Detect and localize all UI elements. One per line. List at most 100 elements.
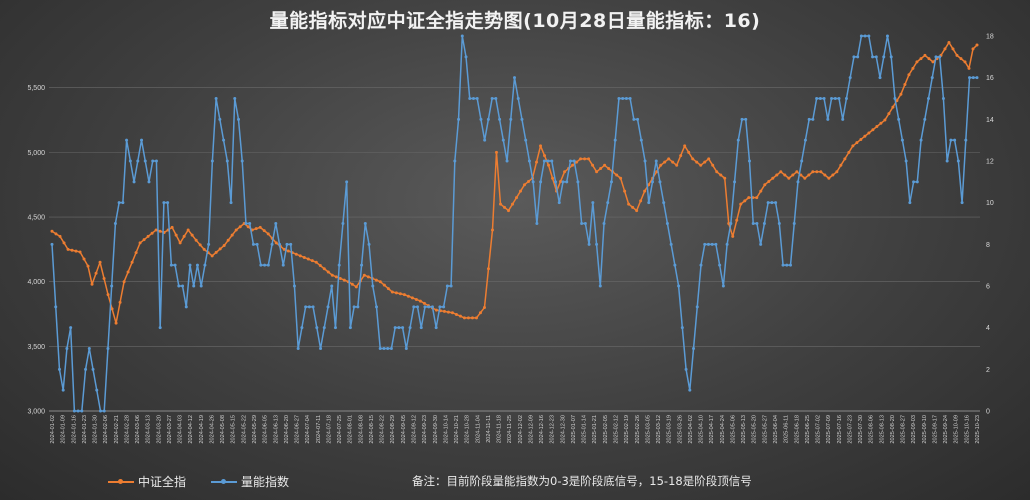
series-point-0: [883, 118, 887, 122]
x-tick-label: 2024-04-26: [209, 415, 215, 444]
series-point-0: [891, 105, 895, 109]
series-point-0: [715, 170, 719, 174]
series-point-1: [781, 263, 785, 267]
series-point-1: [606, 201, 610, 205]
series-point-0: [210, 254, 214, 258]
series-point-0: [927, 57, 931, 61]
series-point-1: [919, 138, 923, 142]
series-point-0: [218, 247, 222, 251]
series-point-0: [414, 297, 418, 301]
series-point-0: [450, 311, 454, 315]
series-point-1: [91, 367, 95, 371]
x-tick-label: 2025-06-04: [773, 415, 779, 444]
x-tick-label: 2025-01-21: [592, 415, 598, 444]
series-point-1: [244, 222, 248, 225]
series-point-0: [318, 264, 322, 268]
series-point-0: [342, 278, 346, 282]
series-point-1: [281, 263, 285, 267]
legend-item-csi-all[interactable]: 中证全指: [108, 473, 186, 490]
legend-item-volume-index[interactable]: 量能指数: [211, 473, 289, 490]
series-point-1: [490, 97, 494, 100]
series-point-1: [360, 263, 364, 267]
series-point-0: [118, 300, 122, 304]
series-point-1: [356, 305, 360, 309]
series-point-1: [169, 263, 173, 267]
series-point-1: [859, 34, 863, 38]
series-point-1: [501, 138, 505, 142]
series-point-1: [602, 222, 606, 225]
series-point-1: [975, 76, 979, 80]
series-point-0: [779, 170, 783, 174]
series-point-1: [389, 347, 393, 350]
series-point-1: [162, 201, 166, 205]
series-point-1: [956, 159, 960, 163]
series-point-1: [195, 263, 199, 267]
series-point-1: [166, 201, 170, 205]
series-point-1: [897, 117, 901, 121]
x-tick-label: 2025-01-07: [571, 415, 577, 444]
y-tick-label: 4,000: [27, 279, 45, 286]
series-point-0: [887, 112, 891, 116]
series-point-1: [550, 159, 554, 163]
series-point-0: [402, 293, 406, 297]
series-point-0: [198, 243, 202, 247]
series-point-1: [874, 55, 878, 59]
series-point-1: [371, 284, 375, 288]
series-point-0: [795, 170, 799, 174]
series-point-1: [658, 180, 662, 184]
series-point-1: [173, 263, 177, 267]
series-point-1: [404, 347, 408, 350]
series-point-1: [938, 55, 942, 59]
series-point-1: [900, 138, 904, 142]
x-tick-label: 2024-04-19: [199, 415, 205, 444]
series-point-0: [731, 234, 735, 238]
series-point-1: [80, 409, 84, 413]
series-point-0: [723, 176, 727, 180]
series-point-0: [663, 160, 667, 164]
legend-label-csi-all: 中证全指: [138, 475, 187, 489]
x-tick-label: 2025-07-02: [816, 415, 822, 444]
series-point-1: [654, 159, 658, 163]
series-point-0: [254, 227, 258, 231]
series-point-0: [515, 196, 518, 200]
x-tick-label: 2024-08-08: [358, 415, 364, 444]
x-tick-label: 2025-04-02: [688, 415, 694, 444]
x-tick-label: 2025-03-26: [677, 415, 683, 444]
series-point-1: [225, 159, 229, 163]
series-point-0: [875, 125, 879, 129]
series-point-0: [847, 150, 851, 154]
series-point-0: [486, 267, 490, 271]
series-point-0: [571, 163, 575, 167]
series-point-0: [186, 228, 190, 232]
series-point-1: [136, 159, 140, 163]
series-point-0: [54, 232, 58, 236]
series-point-0: [234, 228, 238, 232]
series-point-1: [397, 326, 401, 330]
x-tick-label: 2024-02-21: [114, 415, 120, 444]
series-point-1: [434, 326, 438, 330]
series-point-1: [57, 367, 61, 371]
series-point-0: [543, 154, 547, 158]
series-point-1: [345, 180, 349, 184]
series-point-0: [66, 247, 70, 251]
series-point-1: [568, 159, 572, 163]
series-point-0: [599, 167, 603, 171]
series-point-0: [687, 150, 691, 154]
series-point-1: [852, 55, 856, 59]
y2-tick-label: 4: [986, 325, 990, 332]
series-point-0: [535, 160, 539, 164]
series-point-1: [427, 305, 431, 309]
series-point-1: [621, 97, 625, 100]
series-point-1: [248, 222, 252, 225]
series-point-1: [382, 347, 386, 350]
series-point-1: [498, 117, 502, 121]
series-point-1: [102, 409, 106, 413]
series-point-1: [337, 263, 341, 267]
series-point-1: [893, 97, 897, 100]
series-point-1: [54, 305, 58, 309]
x-tick-label: 2025-04-24: [720, 415, 726, 444]
series-point-0: [294, 252, 298, 256]
series-point-1: [766, 201, 770, 205]
x-tick-label: 2024-07-11: [316, 415, 322, 443]
x-tick-label: 2025-06-25: [805, 415, 811, 444]
